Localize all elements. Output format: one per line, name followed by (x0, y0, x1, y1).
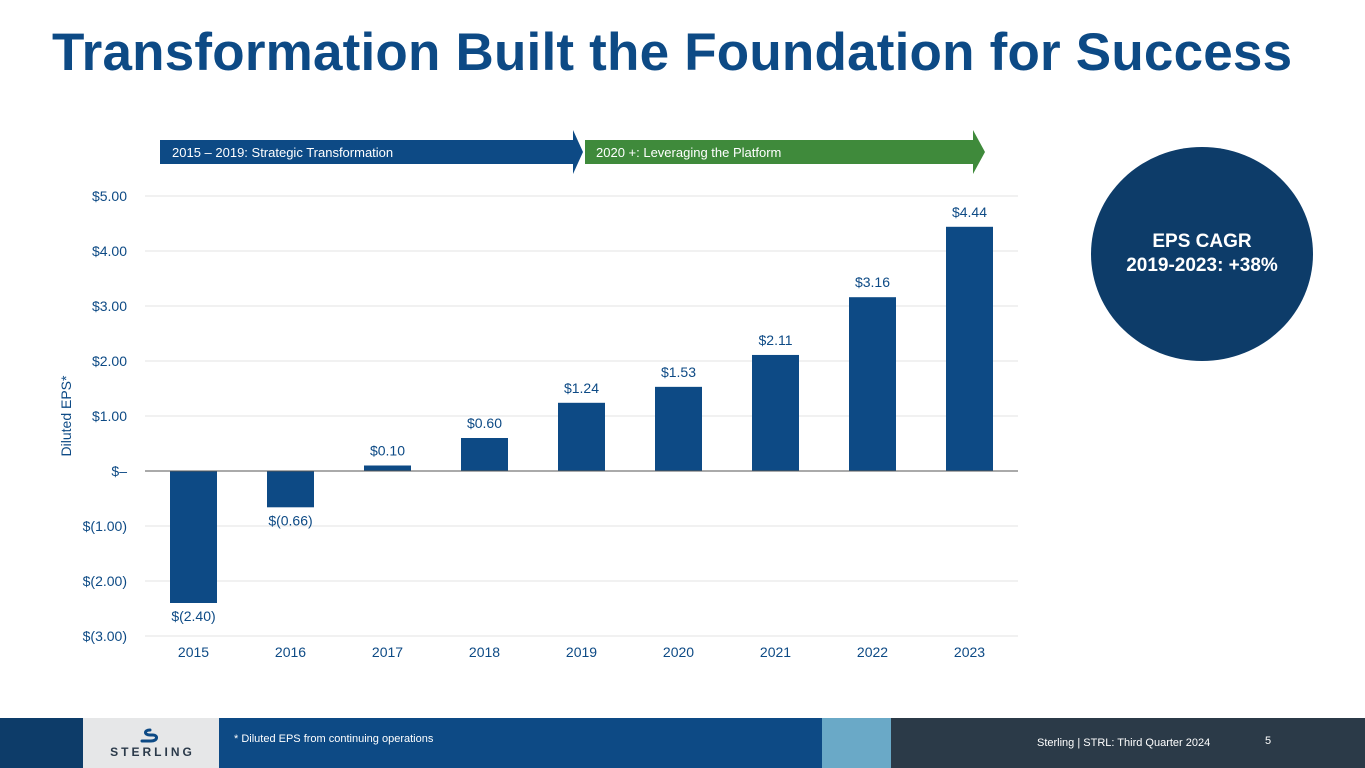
footer-left-block (0, 718, 83, 768)
x-tick-label-2016: 2016 (275, 644, 306, 660)
x-tick-label-2019: 2019 (566, 644, 597, 660)
y-tick-label: $2.00 (92, 353, 127, 369)
footer-info: Sterling | STRL: Third Quarter 2024 (1037, 737, 1211, 749)
logo-text: STERLING (110, 744, 195, 759)
footnote: * Diluted EPS from continuing operations (234, 733, 434, 745)
x-tick-label-2021: 2021 (760, 644, 791, 660)
data-label-2018: $0.60 (467, 415, 502, 431)
callout-line-2: 2019-2023: +38% (1126, 255, 1278, 276)
x-tick-label-2020: 2020 (663, 644, 694, 660)
footer-accent-block (822, 718, 891, 768)
footer-bar: STERLING * Diluted EPS from continuing o… (0, 718, 1365, 768)
y-tick-label: $5.00 (92, 188, 127, 204)
bar-2020 (655, 386, 702, 471)
x-tick-label-2015: 2015 (178, 644, 209, 660)
y-tick-label: $(3.00) (83, 628, 127, 644)
x-tick-label-2022: 2022 (857, 644, 888, 660)
data-label-2021: $2.11 (759, 332, 793, 348)
eps-cagr-callout: EPS CAGR 2019-2023: +38% (1091, 147, 1313, 361)
y-tick-label: $(2.00) (83, 573, 127, 589)
slide-title: Transformation Built the Foundation for … (52, 23, 1293, 82)
footer-right-block (891, 718, 1365, 768)
y-tick-label: $1.00 (92, 408, 127, 424)
data-label-2017: $0.10 (370, 443, 405, 459)
bar-2018 (461, 438, 508, 471)
phase-arrow-platform (585, 130, 985, 174)
phase-label-transformation: 2015 – 2019: Strategic Transformation (172, 145, 393, 160)
sterling-logo: STERLING (83, 718, 219, 768)
data-label-2023: $4.44 (952, 204, 987, 220)
y-tick-label: $(1.00) (83, 518, 127, 534)
bar-2023 (946, 226, 993, 471)
bar-2019 (558, 402, 605, 471)
y-tick-label: $– (111, 463, 127, 479)
bar-2021 (752, 354, 799, 471)
page-number: 5 (1265, 735, 1272, 747)
x-tick-label-2018: 2018 (469, 644, 500, 660)
data-label-2015: $(2.40) (171, 608, 215, 624)
x-tick-label-2017: 2017 (372, 644, 403, 660)
callout-line-1: EPS CAGR (1152, 231, 1252, 252)
bar-2017 (364, 465, 411, 471)
data-label-2022: $3.16 (855, 274, 890, 290)
y-tick-label: $4.00 (92, 243, 127, 259)
footer-mid-block (219, 718, 822, 768)
data-label-2016: $(0.66) (268, 512, 312, 528)
bar-2016 (267, 471, 314, 508)
phase-arrow-transformation (160, 130, 583, 174)
y-tick-label: $3.00 (92, 298, 127, 314)
x-tick-label-2023: 2023 (954, 644, 985, 660)
data-label-2020: $1.53 (661, 364, 696, 380)
sterling-logo-icon (140, 728, 158, 742)
phase-label-platform: 2020 +: Leveraging the Platform (596, 145, 781, 160)
y-axis-title: Diluted EPS* (58, 375, 74, 456)
bar-2022 (849, 297, 896, 471)
eps-bar-chart: 2015 – 2019: Strategic Transformation 202… (58, 130, 1018, 660)
bar-2015 (170, 471, 217, 603)
data-label-2019: $1.24 (564, 380, 599, 396)
